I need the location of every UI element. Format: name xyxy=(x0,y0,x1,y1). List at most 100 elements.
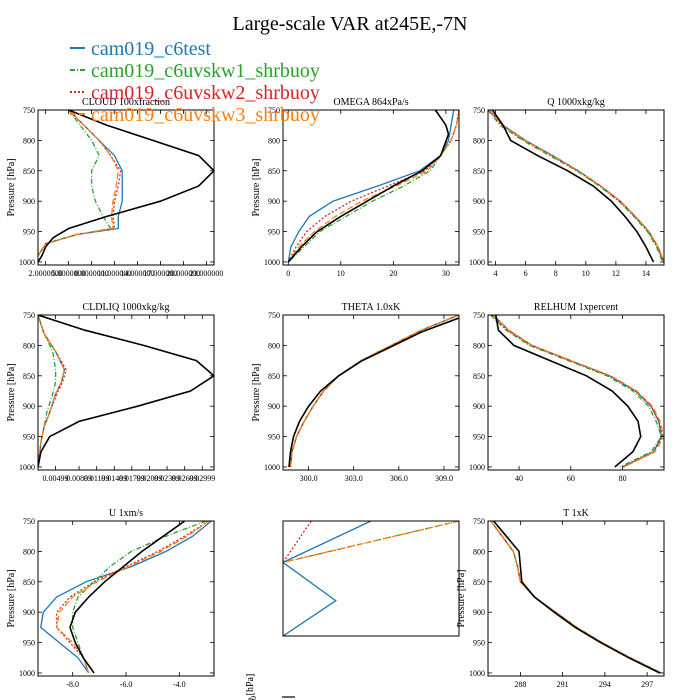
panel-frame xyxy=(37,314,215,471)
series-line-4 xyxy=(287,110,450,263)
partial-panel-ytick: 1000 xyxy=(249,696,258,700)
y-tick-label: 850 xyxy=(473,167,485,176)
panel-frame xyxy=(37,109,215,266)
x-tick-label: 30 xyxy=(442,269,450,278)
panel-title: CLOUD 100xfraction xyxy=(82,97,170,108)
legend: cam019_c6test cam019_c6uvskw1_shrbuoy ca… xyxy=(70,38,320,126)
panel-6: U 1xm/s 750 800 850 900 950 1000 -8.0 -6.0 -4.0 Pr… xyxy=(6,508,215,689)
legend-label: cam019_c6uvskw1_shrbuoy xyxy=(91,60,320,82)
x-tick-label: 4 xyxy=(494,269,498,278)
panel-title: Q 1000xkg/kg xyxy=(547,97,605,108)
x-tick-label: 0.00499 xyxy=(43,474,69,483)
legend-label: cam019_c6uvskw3_shrbuoy xyxy=(91,104,320,126)
x-tick-label: 0.02999 xyxy=(189,474,215,483)
y-tick-label: 1000 xyxy=(469,669,485,678)
panel-title: RELHUM 1xpercent xyxy=(534,302,618,313)
y-tick-label: 950 xyxy=(23,639,35,648)
y-tick-label: 750 xyxy=(268,311,280,320)
series-line-4 xyxy=(495,315,642,468)
y-tick-label: 1000 xyxy=(19,463,35,472)
y-tick-label: 950 xyxy=(473,228,485,237)
y-tick-label: 950 xyxy=(268,433,280,442)
series-line-0 xyxy=(39,521,212,674)
series-line-2 xyxy=(491,315,664,468)
series-line-2 xyxy=(283,521,312,563)
series-line-3 xyxy=(283,521,459,564)
y-tick-label: 900 xyxy=(23,608,35,617)
y-tick-label: 800 xyxy=(23,547,35,556)
x-tick-label: 294 xyxy=(599,680,611,689)
x-tick-label: 40 xyxy=(515,474,523,483)
y-tick-label: 800 xyxy=(23,136,35,145)
series-line-3 xyxy=(489,110,664,263)
y-tick-label: 800 xyxy=(23,341,35,350)
x-tick-label: 0.02699 xyxy=(172,474,198,483)
x-tick-label: 0.02099 xyxy=(136,474,162,483)
legend-entry: cam019_c6uvskw3_shrbuoy xyxy=(70,104,320,126)
y-tick-label: 900 xyxy=(23,197,35,206)
series-line-0 xyxy=(283,521,372,636)
series-line-3 xyxy=(38,110,119,258)
panel-title: OMEGA 864xPa/s xyxy=(333,97,408,108)
y-tick-label: 950 xyxy=(473,639,485,648)
x-tick-label: 0 xyxy=(286,269,290,278)
figure-title: Large-scale VAR at245E,-7N xyxy=(233,13,468,35)
series-line-3 xyxy=(289,315,459,468)
y-tick-label: 850 xyxy=(23,372,35,381)
y-tick-label: 950 xyxy=(23,228,35,237)
panel-frame xyxy=(37,520,215,677)
y-tick-label: 800 xyxy=(473,136,485,145)
series-line-1 xyxy=(287,110,459,263)
y-tick-label: 800 xyxy=(268,341,280,350)
y-tick-label: 750 xyxy=(23,311,35,320)
series-line-4 xyxy=(288,317,459,468)
panel-title: U 1xm/s xyxy=(109,508,143,519)
x-tick-label: 11.000000 xyxy=(98,269,132,278)
y-tick-label: 1000 xyxy=(469,463,485,472)
x-tick-label: -8.0 xyxy=(66,680,79,689)
y-tick-label: 750 xyxy=(23,517,35,526)
series-line-4 xyxy=(492,521,661,674)
y-tick-label: 750 xyxy=(473,106,485,115)
panel-8: T 1xK 750 800 850 900 950 1000 288 291 294 297 Pres… xyxy=(456,508,665,689)
series-line-0 xyxy=(38,110,123,258)
x-tick-label: 288 xyxy=(514,680,526,689)
x-tick-label: 17.000000 xyxy=(143,269,177,278)
y-tick-label: 850 xyxy=(268,167,280,176)
x-tick-label: 60 xyxy=(567,474,575,483)
x-tick-label: -4.0 xyxy=(173,680,186,689)
series-line-1 xyxy=(488,110,664,263)
series-line-2 xyxy=(289,315,459,468)
partial-panel: 1000 e [hPa] xyxy=(245,674,295,700)
panel-frame xyxy=(282,520,460,637)
panel-frame xyxy=(487,109,665,266)
x-tick-label: 8 xyxy=(554,269,558,278)
y-tick-label: 850 xyxy=(23,578,35,587)
x-tick-label: 0.01799 xyxy=(119,474,145,483)
panel-frame xyxy=(282,109,460,266)
y-tick-label: 950 xyxy=(268,228,280,237)
x-tick-label: 20.000000 xyxy=(166,269,200,278)
y-tick-label: 800 xyxy=(268,136,280,145)
series-line-0 xyxy=(287,110,455,263)
x-tick-label: 303.0 xyxy=(345,474,363,483)
x-tick-label: 10 xyxy=(582,269,590,278)
y-tick-label: 850 xyxy=(268,372,280,381)
legend-entry: cam019_c6uvskw1_shrbuoy xyxy=(70,60,320,82)
y-tick-label: 1000 xyxy=(19,669,35,678)
series-line-4 xyxy=(69,521,186,674)
x-tick-label: 80 xyxy=(619,474,627,483)
panel-frame xyxy=(487,520,665,677)
x-tick-label: 2.0000000 xyxy=(29,269,63,278)
x-tick-label: 14 xyxy=(642,269,650,278)
x-tick-label: 5.0000000 xyxy=(52,269,86,278)
y-tick-label: 850 xyxy=(473,578,485,587)
series-line-1 xyxy=(38,110,112,258)
panel-3: CLDLIQ 1000xkg/kg 750 800 850 900 950 1000 0.00… xyxy=(6,302,215,483)
series-line-0 xyxy=(38,315,66,468)
x-tick-label: 20 xyxy=(389,269,397,278)
panel-frame xyxy=(487,314,665,471)
x-tick-label: 23.000000 xyxy=(189,269,223,278)
x-tick-label: 6 xyxy=(524,269,528,278)
y-axis-label: Pressure [hPa] xyxy=(6,363,17,421)
